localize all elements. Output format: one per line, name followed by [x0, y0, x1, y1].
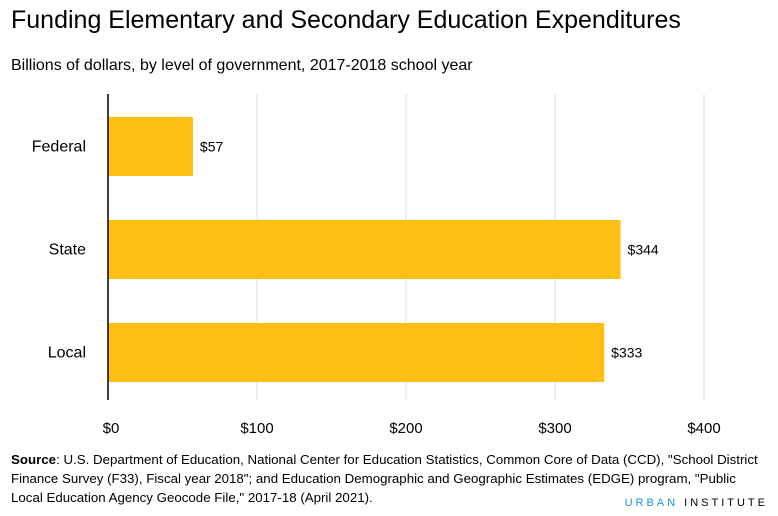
bar-federal: [108, 117, 193, 176]
bar-state: [108, 220, 621, 279]
x-tick-label: $200: [389, 420, 422, 437]
x-tick-label: $400: [687, 420, 720, 437]
source-text: : U.S. Department of Education, National…: [11, 452, 758, 505]
x-tick-label: $300: [538, 420, 571, 437]
bar-chart: $0 $100 $200 $300 $400 Federal $57 State $344 Loc…: [32, 94, 721, 437]
source-label: Source: [11, 452, 57, 467]
x-tick-label: $100: [240, 420, 273, 437]
y-category-label: Local: [48, 345, 86, 362]
chart-title: Funding Elementary and Secondary Educati…: [11, 6, 681, 34]
y-category-label: State: [49, 242, 86, 259]
data-label: $344: [628, 242, 659, 258]
logo-institute: INSTITUTE: [684, 497, 768, 509]
logo-urban: URBAN: [624, 497, 679, 509]
urban-institute-logo: URBAN INSTITUTE: [625, 497, 768, 509]
y-category-label: Federal: [32, 139, 86, 156]
x-tick-label: $0: [103, 420, 120, 437]
chart-subtitle: Billions of dollars, by level of governm…: [11, 57, 473, 74]
data-label: $333: [611, 345, 642, 361]
data-label: $57: [200, 139, 224, 155]
bar-local: [108, 323, 605, 382]
source-note: Source: U.S. Department of Education, Na…: [11, 450, 771, 507]
